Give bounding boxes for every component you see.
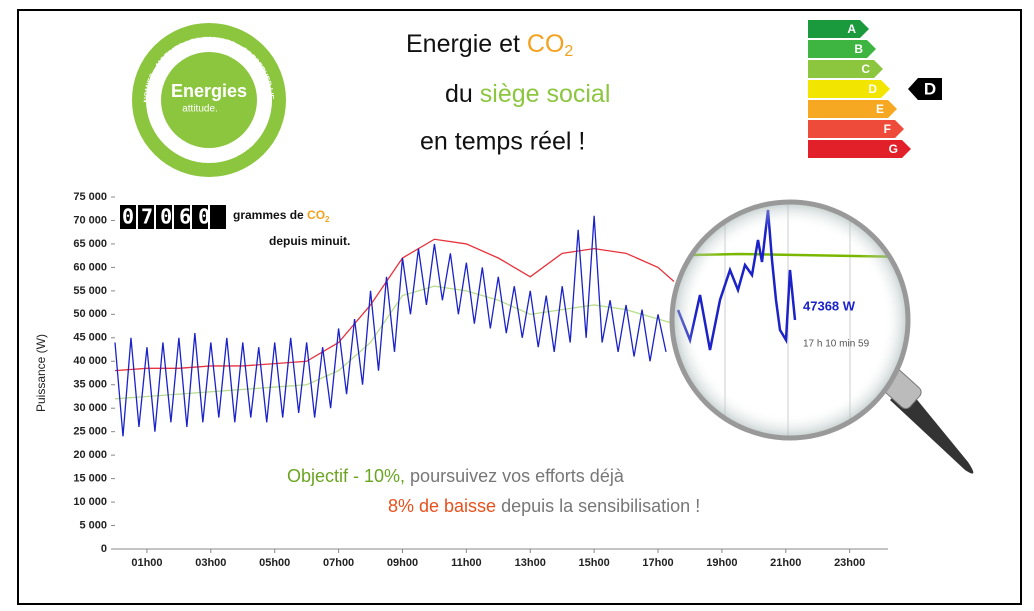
energy-class-letter: F bbox=[884, 122, 891, 136]
energy-class-bar bbox=[808, 40, 876, 58]
counter-since: depuis minuit. bbox=[269, 234, 350, 248]
objective-rest: poursuivez vos efforts déjà bbox=[405, 466, 625, 486]
y-tick-label: 30 000 bbox=[73, 402, 107, 414]
subtitle-green: siège social bbox=[480, 80, 611, 108]
x-tick-label: 19h00 bbox=[706, 557, 737, 569]
magnifier-handle bbox=[890, 385, 974, 474]
energy-class-bar bbox=[808, 20, 869, 38]
title-sub: 2 bbox=[564, 43, 573, 60]
counter-digit-box bbox=[174, 205, 190, 229]
energy-class-letter: C bbox=[861, 62, 870, 76]
series-line bbox=[114, 285, 675, 400]
subtitle: du siège social bbox=[445, 80, 610, 108]
y-tick-label: 15 000 bbox=[73, 473, 107, 485]
energy-class-letter: G bbox=[889, 142, 898, 156]
plot: 0 5 000 10 000 15 000 20 000 25 000 30 000 35 0… bbox=[73, 191, 888, 569]
x-tick-label: 11h00 bbox=[451, 557, 482, 569]
y-tick-label: 55 000 bbox=[73, 285, 107, 297]
logo-main: Energies bbox=[171, 81, 247, 101]
magnifier-time: 17 h 10 min 59 bbox=[803, 339, 870, 350]
energy-class-letter: B bbox=[854, 42, 863, 56]
counter-sub: 2 bbox=[325, 215, 330, 224]
drop-rest: depuis la sensibilisation ! bbox=[496, 496, 700, 516]
counter-digit-box bbox=[120, 205, 136, 229]
x-tick-label: 23h00 bbox=[834, 557, 865, 569]
objective: Objectif - 10%, bbox=[287, 466, 405, 486]
y-tick-label: 35 000 bbox=[73, 379, 107, 391]
x-tick-label: 05h00 bbox=[259, 557, 290, 569]
y-tick-label: 5 000 bbox=[79, 519, 107, 531]
y-tick-label: 25 000 bbox=[73, 426, 107, 438]
energy-class-bar bbox=[808, 60, 883, 78]
series-line bbox=[114, 215, 667, 437]
y-tick-label: 70 000 bbox=[73, 214, 107, 226]
x-tick-label: 15h00 bbox=[579, 557, 610, 569]
title-text: Energie et bbox=[406, 30, 527, 58]
energy-current: D bbox=[924, 79, 936, 98]
energy-current-marker bbox=[908, 78, 942, 100]
y-tick-label: 20 000 bbox=[73, 449, 107, 461]
energy-class-bar bbox=[808, 80, 890, 98]
title-co: CO bbox=[527, 30, 565, 58]
drop: 8% de baisse bbox=[388, 496, 496, 516]
y-tick-label: 75 000 bbox=[73, 191, 107, 203]
subtitle-2: en temps réel ! bbox=[420, 128, 585, 156]
y-tick-label: 65 000 bbox=[73, 238, 107, 250]
y-tick-label: 60 000 bbox=[73, 261, 107, 273]
y-tick-label: 50 000 bbox=[73, 308, 107, 320]
logo-sub: attitude. bbox=[182, 104, 218, 115]
energy-class-letter: D bbox=[868, 82, 877, 96]
energy-class-letter: A bbox=[847, 22, 856, 36]
y-tick-label: 45 000 bbox=[73, 332, 107, 344]
counter-digit-box bbox=[210, 205, 226, 229]
y-axis-label: Puissance (W) bbox=[34, 334, 48, 412]
x-tick-label: 21h00 bbox=[770, 557, 801, 569]
x-tick-label: 17h00 bbox=[642, 557, 673, 569]
title: Energie et CO2 bbox=[406, 30, 573, 61]
message-2: 8% de baisse depuis la sensibilisation ! bbox=[388, 496, 700, 516]
x-tick-label: 03h00 bbox=[195, 557, 226, 569]
energy-class-bar bbox=[808, 100, 897, 118]
energy-class-bar bbox=[808, 140, 911, 158]
y-tick-label: 0 bbox=[101, 543, 107, 555]
counter: 07060 bbox=[120, 205, 226, 229]
energy-class-bar bbox=[808, 120, 904, 138]
counter-digits: 07060 bbox=[122, 205, 217, 229]
counter-co: CO bbox=[307, 208, 325, 222]
counter-unit-text: grammes de bbox=[233, 208, 307, 222]
energy-class-letter: E bbox=[876, 102, 884, 116]
x-tick-label: 07h00 bbox=[323, 557, 354, 569]
y-tick-label: 10 000 bbox=[73, 496, 107, 508]
counter-digit-box bbox=[156, 205, 172, 229]
counter-digit-box bbox=[192, 205, 208, 229]
magnifier: 47368 W 17 h 10 min 59 bbox=[669, 199, 974, 474]
x-tick-label: 01h00 bbox=[131, 557, 162, 569]
counter-digit-box bbox=[138, 205, 154, 229]
subtitle-text: du bbox=[445, 80, 480, 108]
x-tick-label: 13h00 bbox=[515, 557, 546, 569]
x-tick-label: 09h00 bbox=[387, 557, 418, 569]
magnifier-power: 47368 W bbox=[803, 298, 856, 313]
y-tick-label: 40 000 bbox=[73, 355, 107, 367]
message-1: Objectif - 10%, poursuivez vos efforts d… bbox=[287, 466, 625, 486]
counter-unit: grammes de CO2 bbox=[233, 208, 330, 224]
